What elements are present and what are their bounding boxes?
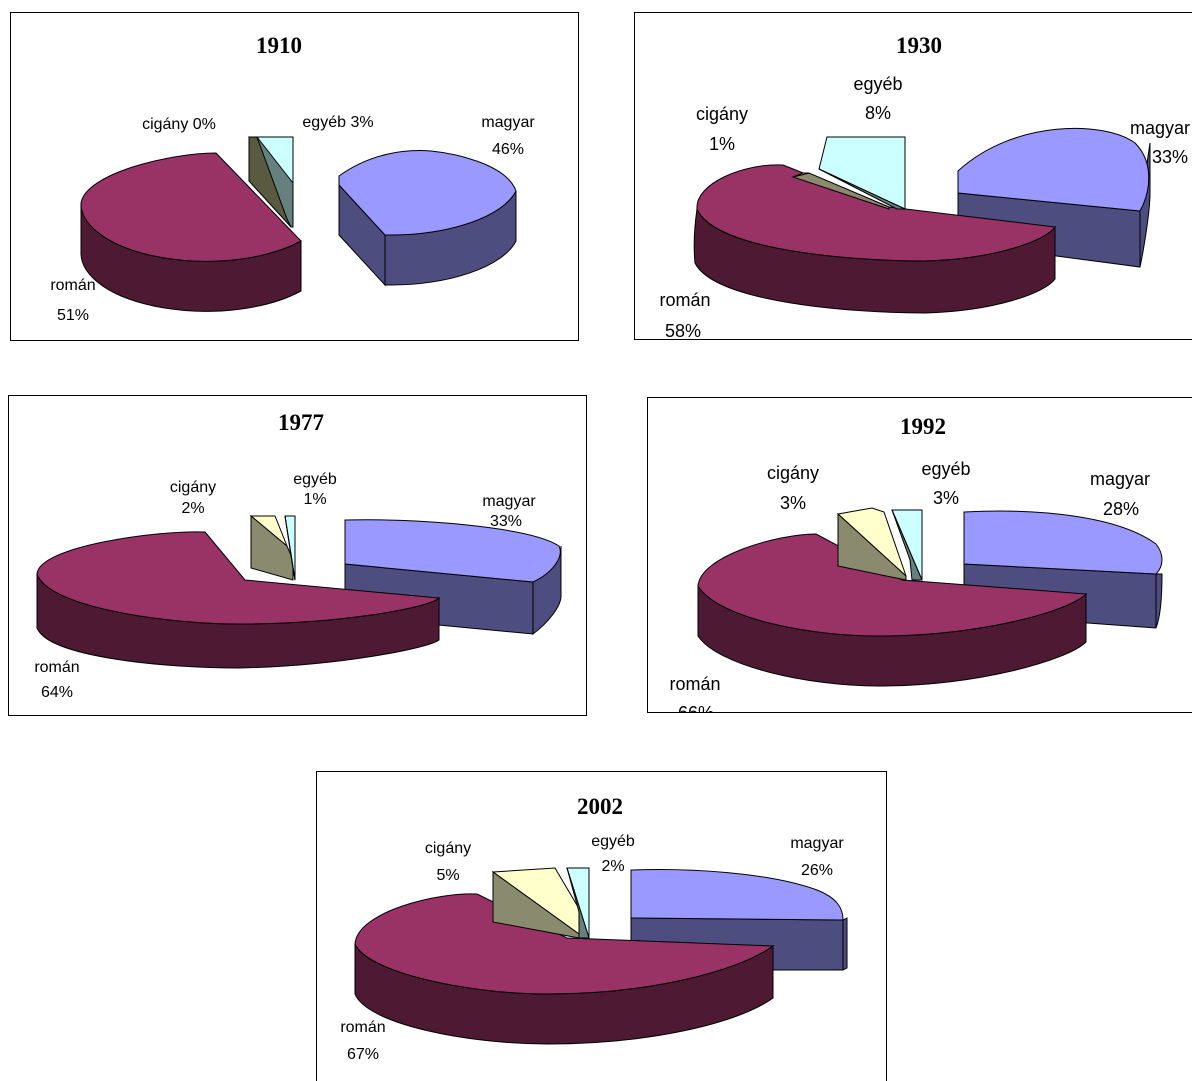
chart-title: 2002 (577, 794, 623, 819)
chart-1992: 1992 magyar 28% román 66% cigány 3% egyé… (669, 414, 1163, 713)
chart-panel-1910: 1910 magyar 46% román 51% cigány 0% egyé… (10, 12, 579, 341)
label-egyeb: egyéb (853, 74, 902, 94)
slice-magyar-top (338, 150, 517, 236)
slice-magyar-top (344, 519, 561, 583)
label-egyeb: egyéb (591, 833, 635, 850)
label-magyar-pct: 33% (490, 513, 522, 530)
label-cigany-pct: 5% (436, 867, 459, 884)
label-egyeb-pct: 8% (865, 103, 891, 123)
label-roman: román (50, 277, 95, 294)
slice-egyeb-side (818, 168, 906, 210)
label-cigany: cigány (425, 840, 471, 857)
label-magyar: magyar (790, 835, 844, 852)
slice-roman-top (697, 533, 1088, 637)
pie-shapes (354, 867, 848, 1045)
slice-roman-top (696, 164, 1056, 262)
slice-cigany-side (837, 512, 907, 581)
label-magyar-pct: 46% (492, 141, 524, 158)
slice-roman-top (80, 152, 302, 262)
slice-magyar-side (1155, 573, 1163, 629)
label-roman: román (669, 674, 720, 694)
label-cigany-pct: 3% (780, 493, 806, 513)
chart-panel-1930: 1930 magyar 33% román 58% cigány 1% egyé… (634, 12, 1192, 340)
label-egyeb: egyéb (293, 471, 337, 488)
label-magyar: magyar (481, 114, 535, 131)
label-roman-pct: 66% (678, 703, 714, 713)
chart-1977: 1977 magyar 33% román 64% cigány 2% egyé… (34, 410, 562, 701)
slice-roman-top (354, 893, 775, 995)
label-cigany: cigány (170, 479, 216, 496)
slice-magyar-top (963, 510, 1163, 575)
slice-magyar-side (842, 917, 848, 971)
label-egyeb-pct: 2% (601, 858, 624, 875)
label-magyar: magyar (1130, 118, 1190, 138)
slice-magyar-top (957, 127, 1150, 212)
label-magyar: magyar (482, 493, 536, 510)
label-cigany: cigány (767, 463, 819, 483)
chart-panel-2002: 2002 magyar 26% román 67% cigány 5% egyé… (316, 771, 887, 1081)
chart-2002: 2002 magyar 26% román 67% cigány 5% egyé… (340, 794, 848, 1063)
chart-title: 1992 (900, 414, 946, 439)
chart-1930: 1930 magyar 33% román 58% cigány 1% egyé… (659, 33, 1190, 340)
label-cigany-pct: 1% (709, 134, 735, 154)
label-magyar: magyar (1090, 469, 1150, 489)
label-cigany: cigány 0% (142, 116, 216, 133)
label-magyar-pct: 26% (801, 862, 833, 879)
label-roman: román (34, 659, 79, 676)
slice-roman-top (36, 531, 441, 625)
label-egyeb-pct: 3% (933, 488, 959, 508)
slice-cigany-shadow (792, 172, 810, 178)
chart-panel-1977: 1977 magyar 33% román 64% cigány 2% egyé… (8, 395, 587, 716)
chart-title: 1930 (896, 33, 942, 58)
chart-panel-1992: 1992 magyar 28% román 66% cigány 3% egyé… (647, 397, 1192, 713)
label-egyeb: egyéb 3% (302, 114, 373, 131)
label-roman-pct: 67% (347, 1046, 379, 1063)
label-roman: román (659, 290, 710, 310)
slice-egyeb-side (566, 867, 590, 939)
label-magyar-pct: 33% (1152, 147, 1188, 167)
label-roman: román (340, 1019, 385, 1036)
label-magyar-pct: 28% (1103, 499, 1139, 519)
pie-shapes (697, 507, 1163, 687)
chart-title: 1910 (256, 33, 302, 58)
chart-1910: 1910 magyar 46% román 51% cigány 0% egyé… (50, 33, 535, 324)
label-cigany: cigány (696, 104, 748, 124)
label-egyeb: egyéb (921, 459, 970, 479)
pie-shapes (80, 136, 517, 312)
label-roman-pct: 58% (665, 321, 701, 340)
pie-shapes (693, 127, 1151, 314)
slice-magyar-top (630, 869, 844, 921)
label-cigany-pct: 2% (181, 500, 204, 517)
slice-egyeb-side (891, 509, 923, 581)
chart-title: 1977 (278, 410, 324, 435)
label-roman-pct: 64% (41, 684, 73, 701)
slice-egyeb-side (256, 136, 294, 228)
slice-egyeb-side (284, 515, 296, 581)
label-egyeb-pct: 1% (303, 491, 326, 508)
pie-shapes (36, 514, 562, 669)
label-roman-pct: 51% (57, 307, 89, 324)
